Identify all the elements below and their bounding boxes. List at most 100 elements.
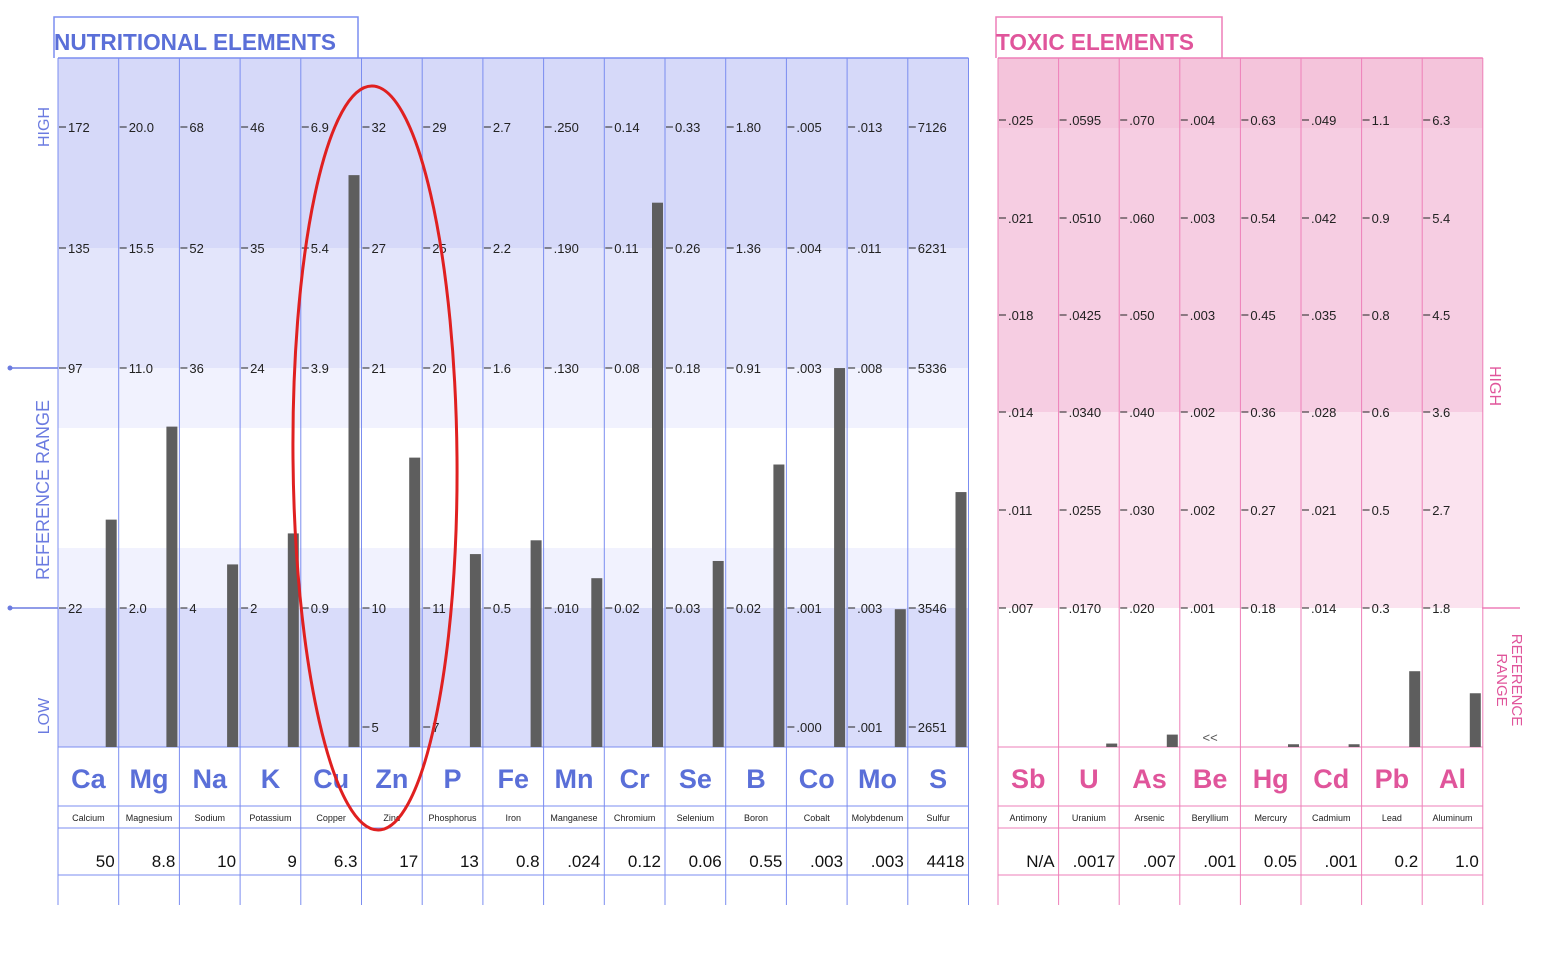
element-column-s: 7126 6231 5336 3546 2651 S Sulfur 4418: [908, 120, 967, 871]
tick-label: 5336: [918, 361, 947, 376]
element-symbol: Cd: [1313, 764, 1349, 794]
element-symbol: Mg: [130, 764, 169, 794]
element-name: Calcium: [72, 813, 105, 823]
element-name: Sodium: [194, 813, 225, 823]
tick-label: 52: [189, 241, 203, 256]
tick-label: .0255: [1069, 503, 1102, 518]
panel-title: TOXIC ELEMENTS: [996, 29, 1194, 55]
bar-zn: [409, 457, 421, 747]
element-symbol: Se: [679, 764, 712, 794]
tick-label: 1.1: [1372, 113, 1390, 128]
band-label-reference-line1: REFERENCE: [1508, 634, 1525, 727]
tick-label: .035: [1311, 308, 1336, 323]
element-result: 1.0: [1455, 852, 1479, 871]
bar-cu: [348, 175, 360, 747]
tick-label: 24: [250, 361, 264, 376]
element-name: Beryllium: [1192, 813, 1229, 823]
element-column-cd: .049 .042 .035 .028 .021 .014 Cd Cadmium .001: [1302, 113, 1360, 871]
element-column-mg: 20.0 15.5 11.0 2.0 Mg Magnesium 8.8: [119, 120, 178, 871]
tick-label: .014: [1008, 405, 1033, 420]
bar-al: [1469, 693, 1481, 747]
tick-label: 0.02: [614, 601, 639, 616]
element-column-na: 68 52 36 4 Na Sodium 10: [180, 120, 239, 871]
tick-label: 21: [372, 361, 386, 376]
element-symbol: Hg: [1253, 764, 1289, 794]
element-column-fe: 2.7 2.2 1.6 0.5 Fe Iron 0.8: [483, 120, 542, 871]
element-column-mo: .013 .011 .008 .003 .001 Mo Molybdenum .003: [848, 120, 906, 871]
bar-na: [227, 564, 239, 747]
title-tab: [53, 16, 359, 58]
element-name: Boron: [744, 813, 768, 823]
tick-label: 5.4: [311, 241, 329, 256]
tick-label: .042: [1311, 211, 1336, 226]
nutritional-band-labels: HIGH REFERENCE RANGE LOW: [7, 107, 58, 734]
tick-label: 35: [250, 241, 264, 256]
tick-label: .005: [796, 120, 821, 135]
tick-label: .003: [1190, 211, 1215, 226]
bar-cr: [652, 202, 663, 747]
band-label-reference-line2: RANGE: [1493, 653, 1510, 706]
element-column-co: .005 .004 .003 .001 .000 Co Cobalt .003: [787, 120, 846, 871]
element-column-ca: 172 135 97 22 Ca Calcium 50: [59, 120, 117, 871]
element-name: Cadmium: [1312, 813, 1351, 823]
element-symbol: Mo: [858, 764, 897, 794]
element-column-u: .0595 .0510 .0425 .0340 .0255 .0170 U Uranium .0…: [1059, 113, 1118, 871]
tick-label: 0.91: [736, 361, 761, 376]
element-name: Potassium: [249, 813, 291, 823]
element-result: N/A: [1026, 852, 1055, 871]
element-result: 13: [460, 852, 479, 871]
element-name: Phosphorus: [429, 813, 478, 823]
element-symbol: K: [261, 764, 281, 794]
tick-label: 7126: [918, 120, 947, 135]
element-symbol: Sb: [1011, 764, 1046, 794]
band-label-high: HIGH: [1486, 366, 1503, 406]
tick-label: .011: [1008, 503, 1032, 518]
element-column-cr: 0.14 0.11 0.08 0.02 Cr Chromium 0.12: [605, 120, 663, 871]
element-name: Uranium: [1072, 813, 1106, 823]
tick-label: 0.14: [614, 120, 639, 135]
tick-label: 0.27: [1250, 503, 1275, 518]
tick-label: 0.02: [736, 601, 761, 616]
tick-label: 32: [372, 120, 386, 135]
element-symbol: Cr: [620, 764, 650, 794]
tick-label: 6.3: [1432, 113, 1450, 128]
element-symbol: Ca: [71, 764, 106, 794]
bar-as: [1166, 734, 1178, 747]
tick-label: .250: [554, 120, 579, 135]
bar-s: [955, 492, 967, 747]
bar-co: [834, 368, 846, 747]
element-column-hg: 0.63 0.54 0.45 0.36 0.27 0.18 Hg Mercury 0.05: [1241, 113, 1299, 871]
tick-label: .004: [796, 241, 821, 256]
tick-label: .007: [1008, 601, 1033, 616]
element-symbol: Fe: [497, 764, 529, 794]
tick-label: .001: [796, 601, 821, 616]
element-result: 10: [217, 852, 236, 871]
tick-label: 0.5: [493, 601, 511, 616]
tick-label: 0.18: [1250, 601, 1275, 616]
tick-label: 11.0: [129, 361, 153, 376]
element-name: Zinc: [383, 813, 401, 823]
element-name: Manganese: [550, 813, 597, 823]
element-result: 0.05: [1264, 852, 1297, 871]
tick-label: 2.2: [493, 241, 511, 256]
element-symbol: P: [444, 764, 462, 794]
tick-label: 0.26: [675, 241, 700, 256]
element-symbol: Mn: [554, 764, 593, 794]
element-result: .007: [1143, 852, 1176, 871]
highlight-ellipse-annotation: [291, 84, 459, 832]
tick-label: 172: [68, 120, 90, 135]
element-column-al: 6.3 5.4 4.5 3.6 2.7 1.8 Al Aluminum 1.0: [1423, 113, 1481, 871]
tick-label: .013: [857, 120, 882, 135]
bar-hg: [1288, 744, 1299, 747]
element-symbol: As: [1132, 764, 1167, 794]
tick-label: .004: [1190, 113, 1215, 128]
tick-label: .060: [1129, 211, 1154, 226]
tick-label: .130: [554, 361, 579, 376]
toxic-panel: TOXIC ELEMENTS .025 .021 .018 .014 .011 .007 Sb…: [995, 16, 1484, 905]
bar-ca: [105, 519, 117, 747]
tick-label: 2: [250, 601, 257, 616]
tick-label: 0.18: [675, 361, 700, 376]
tick-label: 0.5: [1372, 503, 1390, 518]
tick-label: 6231: [918, 241, 947, 256]
